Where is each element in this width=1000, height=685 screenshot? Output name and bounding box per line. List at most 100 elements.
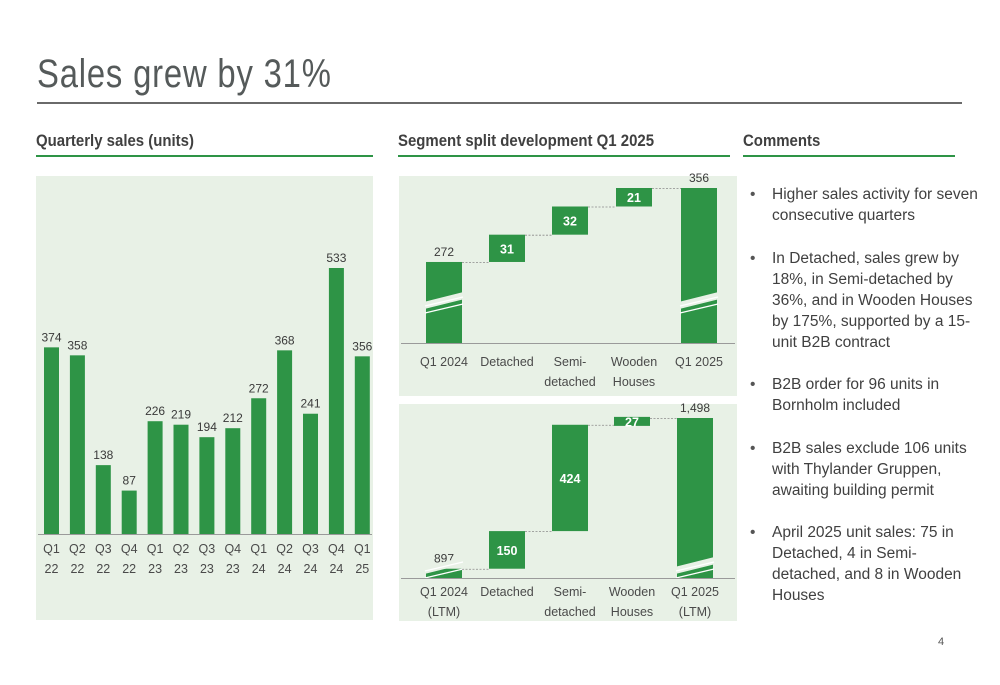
quarterly-bar xyxy=(303,413,318,534)
quarterly-value-label: 241 xyxy=(300,397,320,411)
quarterly-tick-label: Q4 xyxy=(328,542,345,556)
segment-quarter-delta-bar xyxy=(552,206,588,235)
comments-list: Higher sales activity for seven consecut… xyxy=(748,184,978,628)
quarterly-tick-label: Q1 xyxy=(147,542,164,556)
segment-ltm-axis-break xyxy=(674,557,716,574)
quarterly-value-label: 212 xyxy=(223,411,243,425)
quarterly-tick-label: 22 xyxy=(96,562,110,576)
quarterly-tick-label: 22 xyxy=(70,562,84,576)
segment-quarter-axis-break-line xyxy=(424,296,464,307)
quarterly-bar xyxy=(225,428,241,534)
comment-item: April 2025 unit sales: 75 in Detached, 4… xyxy=(748,522,978,606)
segment-quarter-value-label: 31 xyxy=(500,242,514,256)
segment-split-heading-rule xyxy=(398,155,730,157)
quarterly-tick-label: Q1 xyxy=(250,542,267,556)
segment-ltm-axis-break xyxy=(423,557,465,574)
segment-quarter-category-label: Houses xyxy=(613,375,655,389)
quarterly-value-label: 356 xyxy=(352,339,372,353)
quarterly-value-label: 368 xyxy=(275,333,295,347)
comments-heading: Comments xyxy=(743,131,821,150)
comment-item: Higher sales activity for seven consecut… xyxy=(748,184,978,226)
quarterly-sales-heading: Quarterly sales (units) xyxy=(36,131,194,150)
quarterly-tick-label: Q2 xyxy=(69,542,86,556)
segment-quarter-value-label: 21 xyxy=(627,191,641,205)
quarterly-value-label: 374 xyxy=(41,330,61,344)
quarterly-bar xyxy=(277,350,293,534)
segment-ltm-value-label: 424 xyxy=(560,472,581,486)
segment-quarter-axis-break xyxy=(678,292,720,309)
segment-ltm-axis-break-line xyxy=(675,561,715,572)
quarterly-bar xyxy=(354,356,370,534)
quarterly-value-label: 226 xyxy=(145,404,165,418)
segment-quarter-total-bar xyxy=(681,188,717,343)
quarterly-tick-label: Q4 xyxy=(121,542,138,556)
quarterly-tick-label: Q3 xyxy=(199,542,216,556)
quarterly-value-label: 87 xyxy=(123,474,137,488)
segment-quarter-value-label: 356 xyxy=(689,171,709,185)
segment-quarter-axis-break-line xyxy=(424,303,464,314)
segment-quarter-delta-bar xyxy=(616,188,652,207)
segment-ltm-category-label: Detached xyxy=(480,585,534,599)
quarterly-bar xyxy=(121,490,137,534)
segment-ltm-delta-bar xyxy=(489,531,525,569)
segment-ltm-delta-bar xyxy=(614,416,650,426)
quarterly-tick-label: Q3 xyxy=(302,542,319,556)
comment-item: B2B sales exclude 106 units with Thyland… xyxy=(748,438,978,501)
segment-ltm-value-label: 150 xyxy=(497,544,518,558)
segment-ltm-axis-break-line xyxy=(675,568,715,579)
quarterly-value-label: 194 xyxy=(197,420,217,434)
segment-split-heading: Segment split development Q1 2025 xyxy=(398,131,655,150)
quarterly-tick-label: 23 xyxy=(226,562,240,576)
quarterly-tick-label: Q2 xyxy=(276,542,293,556)
quarterly-bar xyxy=(173,424,189,534)
comment-item: In Detached, sales grew by 18%, in Semi-… xyxy=(748,248,978,353)
quarterly-tick-label: 22 xyxy=(122,562,136,576)
segment-quarter-axis-break xyxy=(423,292,465,309)
segment-ltm-category-label: (LTM) xyxy=(428,605,460,619)
segment-ltm-category-label: Q1 2024 xyxy=(420,585,468,599)
segment-ltm-category-label: detached xyxy=(544,605,595,619)
quarterly-value-label: 138 xyxy=(93,448,113,462)
segment-ltm-category-label: Wooden xyxy=(609,585,655,599)
page-number: 4 xyxy=(938,636,945,648)
quarterly-bar xyxy=(44,347,59,534)
quarterly-tick-label: 24 xyxy=(329,562,343,576)
segment-quarter-value-label: 272 xyxy=(434,245,454,259)
quarterly-bar xyxy=(251,398,267,534)
segment-ltm-category-label: Houses xyxy=(611,605,653,619)
quarterly-tick-label: 24 xyxy=(278,562,292,576)
page-title: Sales grew by 31% xyxy=(37,52,332,96)
segment-ltm-category-label: Q1 2025 xyxy=(671,585,719,599)
segment-ltm-delta-bar xyxy=(552,424,588,532)
quarterly-value-label: 219 xyxy=(171,408,191,422)
quarterly-tick-label: 23 xyxy=(174,562,188,576)
segment-quarter-category-label: detached xyxy=(544,375,595,389)
segment-quarter-category-label: Q1 2025 xyxy=(675,355,723,369)
quarterly-tick-label: 23 xyxy=(148,562,162,576)
quarterly-value-label: 533 xyxy=(326,251,346,265)
quarterly-tick-label: 25 xyxy=(355,562,369,576)
segment-quarter-axis-break-line xyxy=(679,303,719,314)
quarterly-value-label: 358 xyxy=(67,338,87,352)
quarterly-tick-label: Q1 xyxy=(43,542,60,556)
quarterly-tick-label: 24 xyxy=(304,562,318,576)
quarterly-bar xyxy=(147,421,163,534)
quarterly-tick-label: 22 xyxy=(45,562,59,576)
segment-ltm-value-label: 1,498 xyxy=(680,401,710,415)
segment-quarter-category-label: Q1 2024 xyxy=(420,355,468,369)
segment-ltm-category-label: (LTM) xyxy=(679,605,711,619)
quarterly-tick-label: Q4 xyxy=(224,542,241,556)
segment-quarter-axis-break-line xyxy=(679,296,719,307)
comment-item: B2B order for 96 units in Bornholm inclu… xyxy=(748,374,978,416)
segment-ltm-category-label: Semi- xyxy=(554,585,587,599)
quarterly-bar xyxy=(328,268,344,534)
segment-quarter-value-label: 32 xyxy=(563,215,577,229)
quarterly-tick-label: 24 xyxy=(252,562,266,576)
quarterly-value-label: 272 xyxy=(249,381,269,395)
segment-ltm-total-bar xyxy=(677,418,713,578)
quarterly-bar xyxy=(95,465,111,534)
quarterly-sales-heading-rule xyxy=(36,155,373,157)
segment-ltm-value-label: 27 xyxy=(625,415,639,429)
quarterly-tick-label: 23 xyxy=(200,562,214,576)
segment-ltm-axis-break-line xyxy=(424,561,464,572)
